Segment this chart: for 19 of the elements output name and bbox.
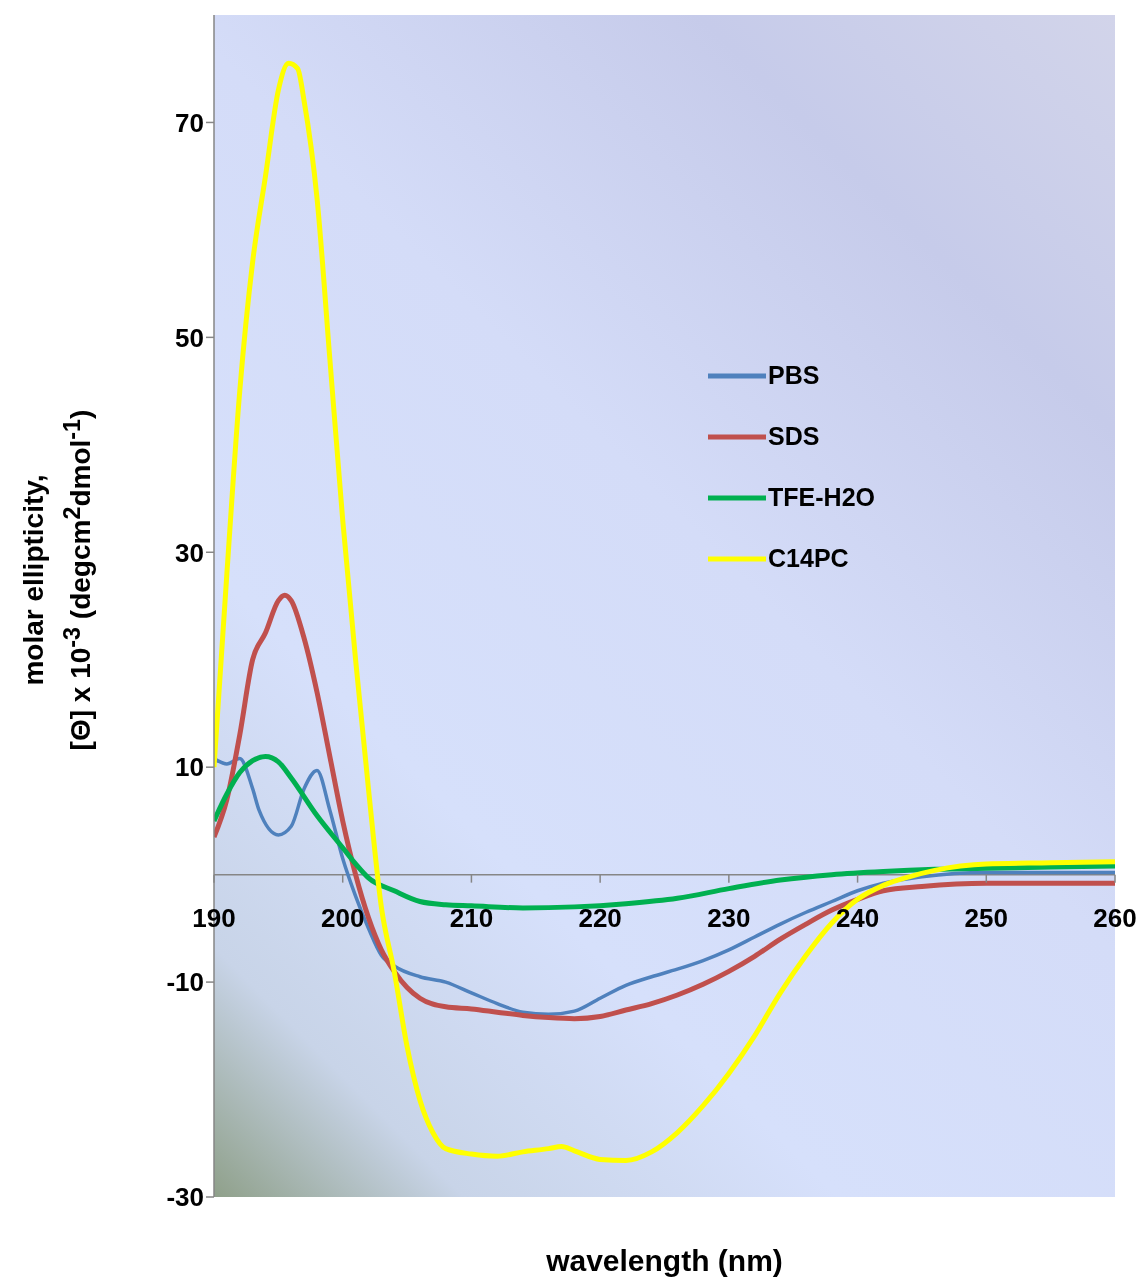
legend-label: C14PC [768, 544, 849, 573]
x-tick-label: 260 [1093, 902, 1137, 933]
x-axis-title: wavelength (nm) [545, 1244, 784, 1278]
x-tick-label: 240 [835, 902, 880, 933]
x-tick-label: 220 [578, 902, 622, 933]
legend-label: PBS [768, 361, 820, 390]
y-tick-label: 50 [175, 322, 204, 353]
x-tick-label: 200 [321, 902, 365, 933]
y-tick-label: -30 [166, 1182, 204, 1213]
y-tick-label: 10 [175, 752, 204, 783]
legend-label: TFE-H2O [768, 483, 875, 512]
y-tick-label: -10 [166, 967, 204, 998]
x-tick-label: 190 [192, 902, 236, 933]
y-tick-label: 30 [175, 537, 204, 568]
x-tick-label: 230 [707, 902, 751, 933]
x-tick-label: 210 [449, 902, 494, 933]
x-tick-label: 250 [964, 902, 1008, 933]
legend-label: SDS [768, 422, 820, 451]
y-tick-label: 70 [175, 107, 204, 138]
